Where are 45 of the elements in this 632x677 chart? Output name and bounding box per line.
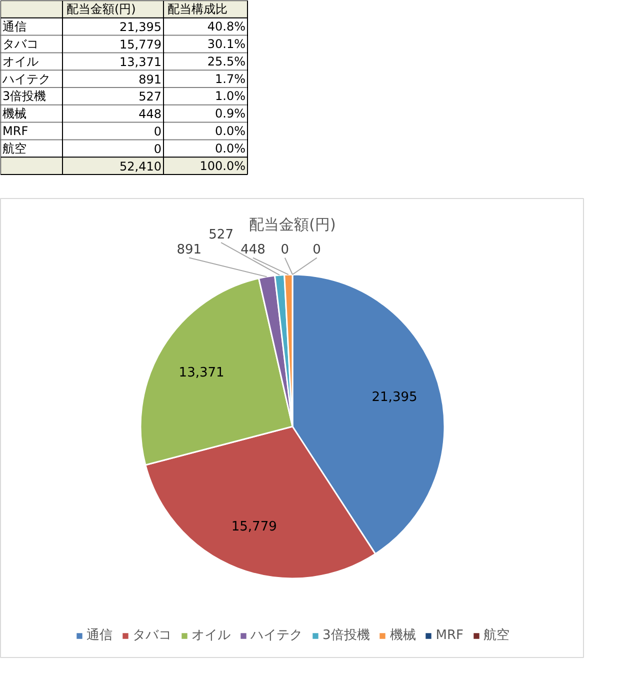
data-label: 0.0%: [215, 124, 246, 138]
data-label: 30.1%: [207, 37, 246, 51]
data-label: 1.0%: [215, 89, 246, 104]
category-label: 機械: [2, 106, 26, 121]
legend-label: 航空: [484, 627, 510, 644]
data-label: 21,395: [120, 20, 162, 34]
data-label: 15,779: [231, 520, 277, 535]
data-label: 891: [138, 72, 162, 86]
data-label: 21,395: [372, 390, 418, 406]
text: 0: [280, 242, 290, 258]
category-label: 通信: [2, 20, 26, 34]
data-label: 448: [138, 107, 162, 122]
data-label: 1.7%: [215, 72, 246, 86]
data-label: 0: [154, 124, 162, 138]
text: 0: [312, 242, 321, 258]
category-label: MRF: [2, 124, 28, 138]
legend-label: 通信: [86, 627, 112, 644]
legend-label: 機械: [390, 627, 416, 644]
text: 52,410: [120, 159, 162, 174]
category-label: タバコ: [2, 37, 38, 51]
category-label: ハイテク: [2, 72, 50, 86]
legend-label: 3倍投機: [322, 627, 370, 644]
data-label: 527: [208, 227, 234, 242]
text: 100.0%: [200, 158, 246, 173]
data-label: 13,371: [120, 54, 162, 69]
category-label: 3倍投機: [2, 89, 46, 104]
legend-label: ハイテク: [250, 627, 302, 644]
data-label: 0.9%: [215, 106, 246, 121]
data-label: 0.0%: [215, 141, 246, 156]
legend-label: オイル: [191, 627, 230, 644]
data-label: 25.5%: [207, 54, 246, 68]
chart-title: 配当金額(円): [249, 215, 336, 234]
data-label: 891: [176, 242, 202, 258]
data-label: 448: [240, 242, 266, 258]
series-label: 配当金額(円): [66, 2, 136, 16]
data-label: 13,371: [178, 365, 224, 380]
data-label: 527: [138, 90, 162, 104]
text: 配当構成比: [168, 2, 228, 16]
legend-label: MRF: [436, 628, 464, 642]
data-label: 0: [154, 142, 162, 156]
data-label: 15,779: [120, 38, 162, 52]
data-label: 40.8%: [207, 20, 246, 34]
category-label: オイル: [2, 54, 38, 68]
category-label: 航空: [2, 141, 26, 156]
legend-label: タバコ: [132, 627, 172, 644]
